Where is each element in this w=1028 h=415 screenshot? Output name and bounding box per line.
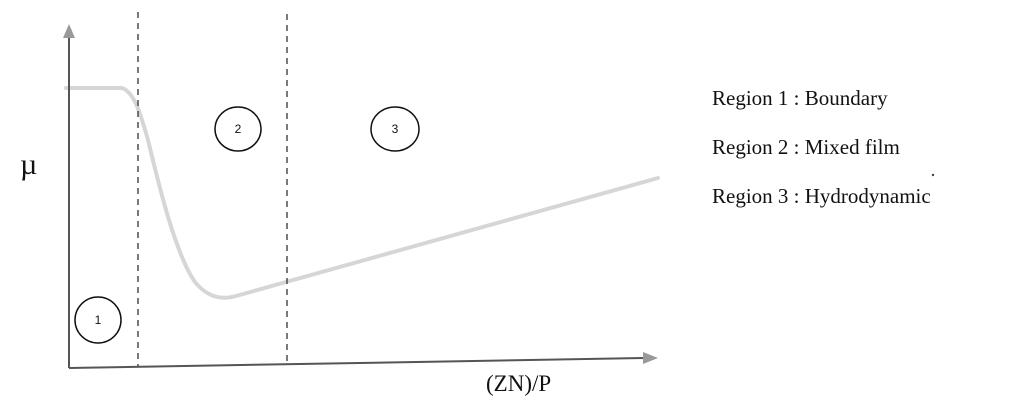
y-axis-arrowhead: [63, 24, 75, 38]
region-1-number: 1: [95, 313, 102, 327]
legend-region-2: Region 2 : Mixed film: [712, 135, 900, 159]
region-2-marker: 2: [214, 106, 262, 152]
legend-region-3: Region 3 : Hydrodynamic: [712, 184, 931, 208]
region-3-marker: 3: [370, 106, 420, 152]
legend-region-1: Region 1 : Boundary: [712, 86, 888, 110]
speck-mark: [931, 173, 935, 177]
x-axis: [68, 357, 646, 369]
y-axis-label: µ: [20, 148, 38, 181]
region-1-marker: 1: [74, 296, 122, 344]
region-3-number: 3: [392, 122, 399, 136]
friction-curve: [64, 86, 660, 300]
region-2-number: 2: [235, 122, 242, 136]
x-axis-arrowhead: [643, 352, 658, 364]
x-axis-label: (ZN)/P: [486, 371, 552, 396]
